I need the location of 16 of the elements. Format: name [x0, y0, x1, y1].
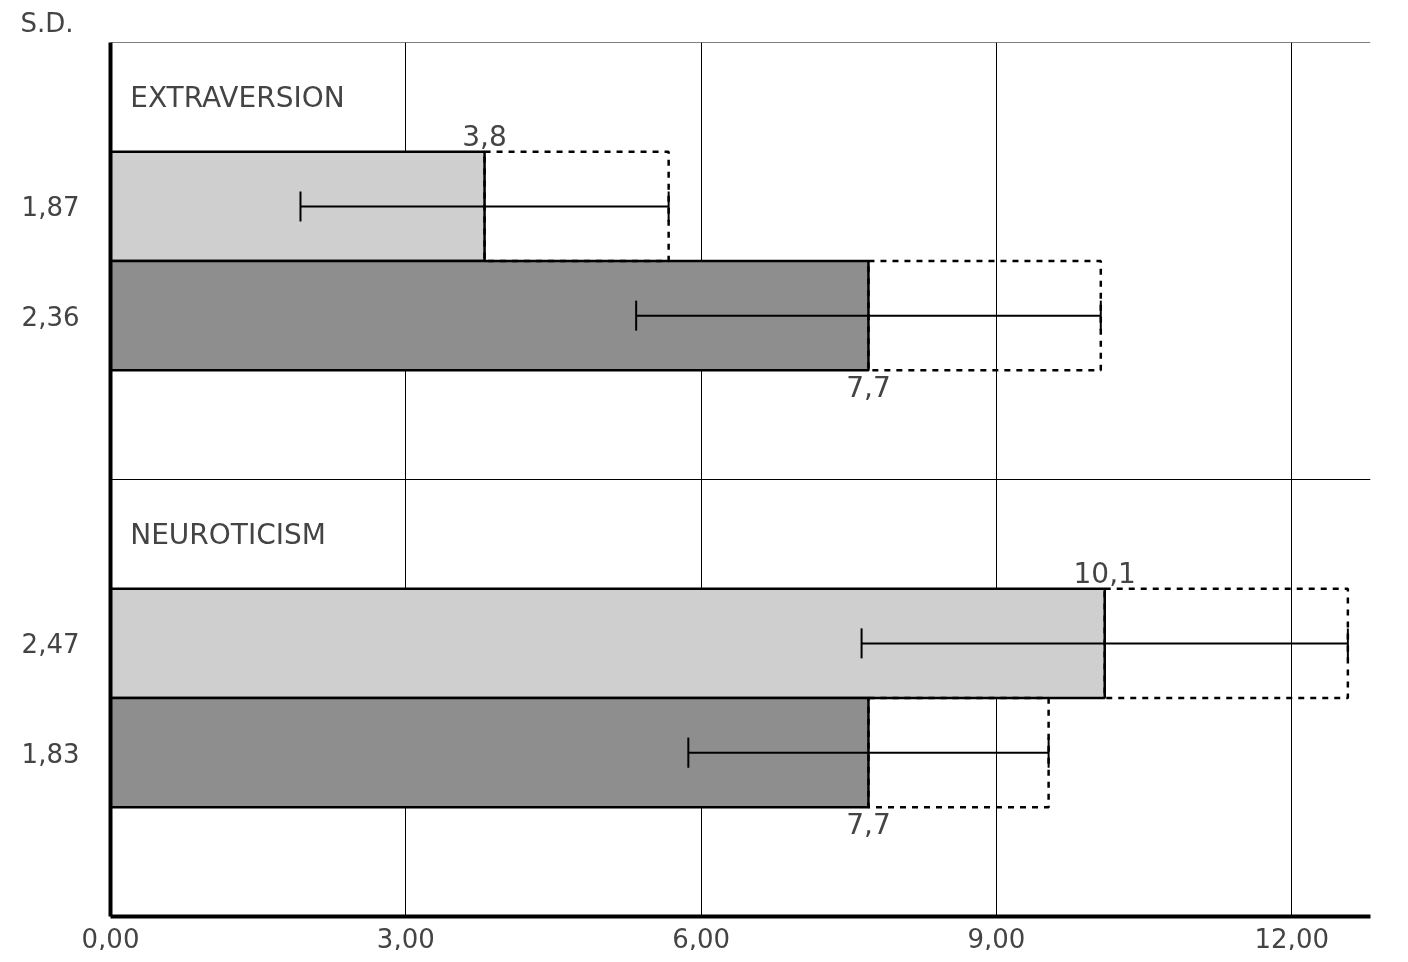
data-label: 3,8 [462, 120, 507, 154]
x-tick-label: 9,00 [967, 923, 1026, 954]
y-tick-label: 2,36 [21, 301, 80, 332]
data-label: 7,7 [846, 370, 891, 404]
y-tick-label: 1,87 [21, 192, 80, 223]
x-tick-label: 6,00 [672, 923, 731, 954]
x-tick-label: 12,00 [1254, 923, 1329, 954]
text: S.D. [20, 7, 74, 38]
x-tick-label: 3,00 [376, 923, 435, 954]
data-label: 7,7 [846, 807, 891, 841]
y-tick-label: 1,83 [21, 738, 80, 769]
y-tick-label: 2,47 [21, 629, 80, 660]
data-label: 10,1 [1073, 557, 1136, 591]
annotation: NEUROTICISM [130, 517, 326, 551]
x-tick-label: 0,00 [81, 923, 140, 954]
annotation: EXTRAVERSION [130, 80, 345, 114]
